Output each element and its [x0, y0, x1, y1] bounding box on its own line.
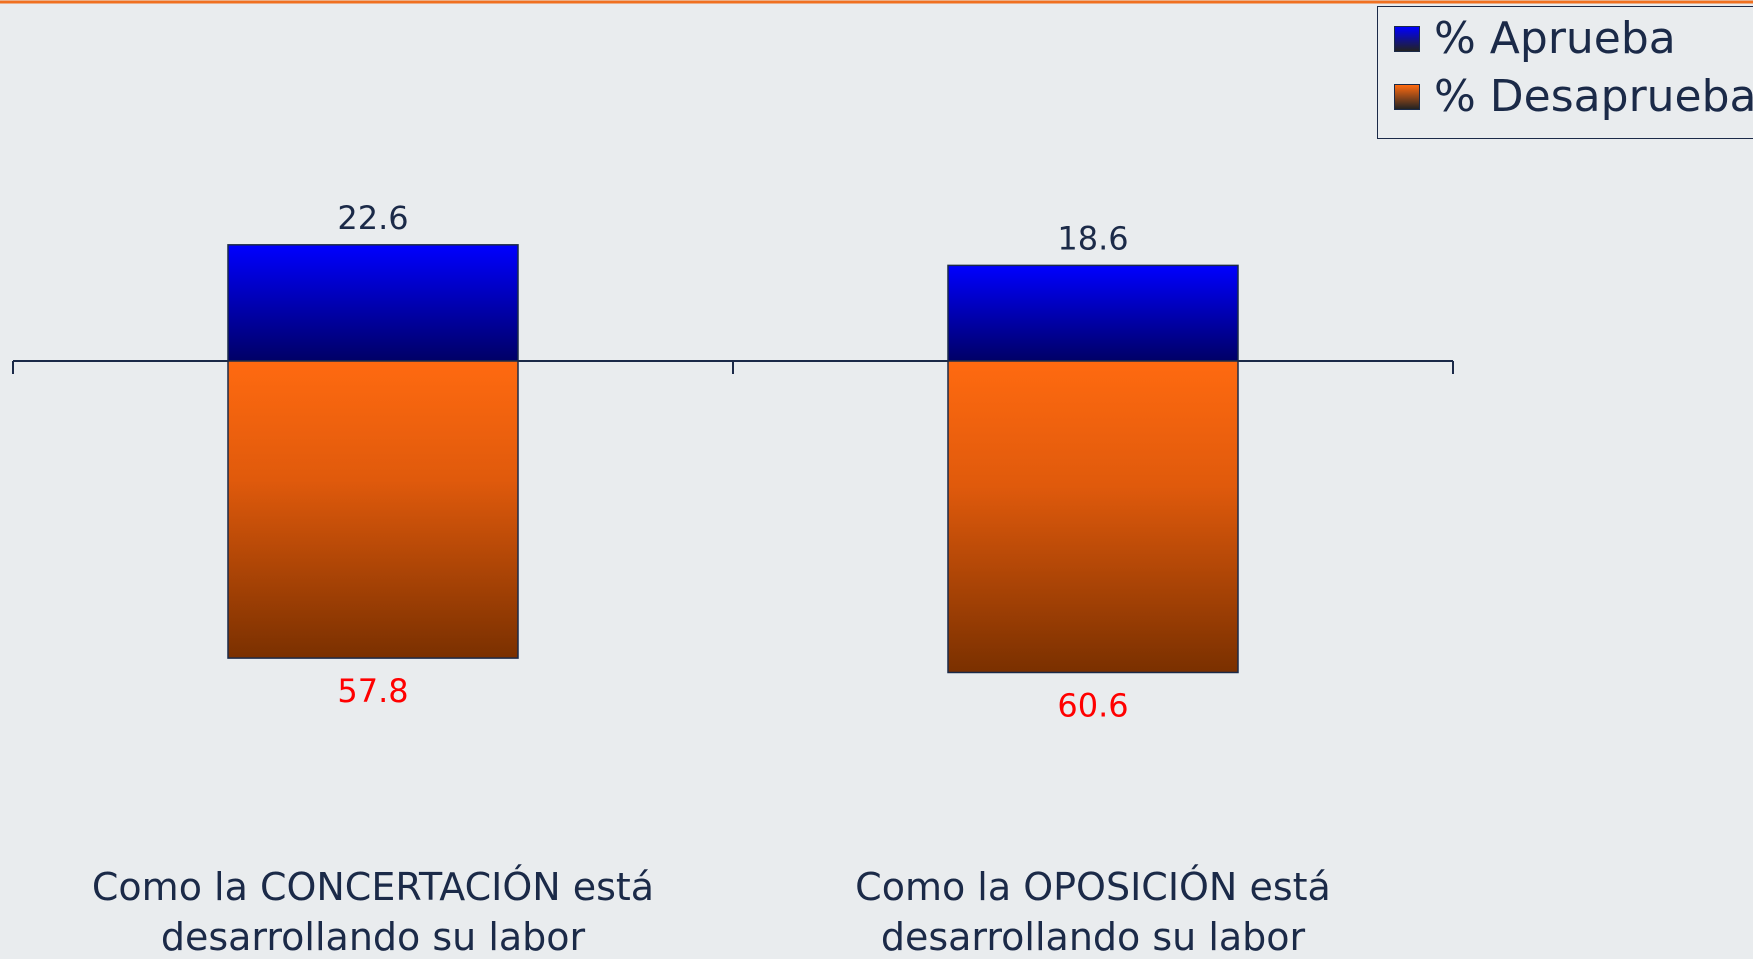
bar	[227, 360, 519, 659]
value-label: 22.6	[337, 199, 408, 237]
value-label: 60.6	[1057, 686, 1128, 724]
value-label: 18.6	[1057, 219, 1128, 257]
legend-swatch	[1394, 83, 1420, 110]
legend-label: % Aprueba	[1434, 13, 1676, 64]
legend-item: % Desaprueba	[1394, 71, 1753, 122]
category-label: Como la CONCERTACIÓN está desarrollando …	[91, 865, 655, 959]
bar	[227, 244, 519, 362]
legend-label: % Desaprueba	[1434, 71, 1753, 122]
legend-swatch	[1394, 25, 1420, 52]
legend: % Aprueba % Desaprueba	[1377, 6, 1753, 139]
bar	[947, 360, 1239, 674]
legend-item: % Aprueba	[1394, 13, 1676, 64]
bar	[947, 264, 1239, 362]
category-label: Como la OPOSICIÓN está desarrollando su …	[855, 865, 1331, 959]
value-label: 57.8	[337, 672, 408, 710]
